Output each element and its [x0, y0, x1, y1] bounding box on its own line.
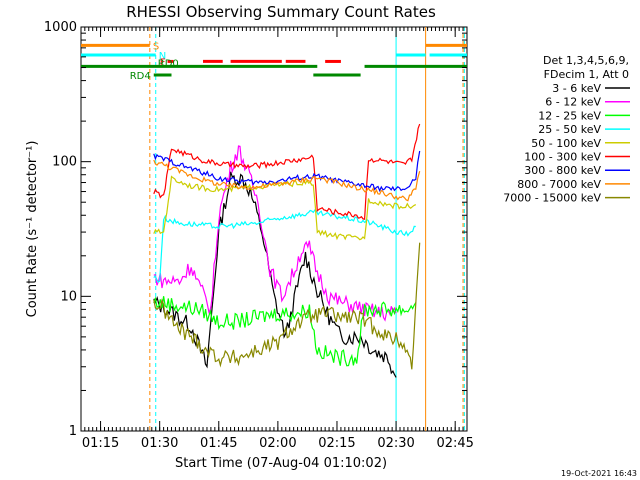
flag-bar-label-n: N — [159, 51, 166, 62]
y-tick-label-1: 10 — [60, 289, 77, 304]
x-tick-label-2: 01:45 — [200, 436, 237, 451]
timestamp: 19-Oct-2021 16:43 — [561, 469, 637, 478]
series-line-8 — [153, 242, 421, 370]
x-tick-label-0: 01:15 — [82, 436, 119, 451]
x-tick-label-3: 02:00 — [259, 436, 296, 451]
series-line-3 — [153, 209, 416, 283]
series-line-1 — [153, 145, 397, 322]
x-tick-label-1: 01:30 — [141, 436, 178, 451]
series-line-5 — [153, 123, 421, 220]
legend-entry-label-4: 50 - 100 keV — [531, 137, 601, 150]
y-tick-label-2: 100 — [52, 155, 77, 170]
flag-bar-label-rd0: RD0 — [158, 58, 179, 69]
flag-bar-label-f: F — [160, 57, 166, 68]
vertical-event-lines — [149, 27, 465, 431]
y-tick-label-0: 1 — [69, 424, 77, 439]
y-tick-label-3: 1000 — [44, 20, 77, 35]
x-axis-label: Start Time (07-Aug-04 01:10:02) — [175, 456, 387, 471]
x-axis: 01:15 01:30 01:45 02:00 02:15 02:30 02:45 — [82, 27, 474, 451]
legend-entry-label-6: 300 - 800 keV — [524, 164, 601, 177]
legend-entry-label-1: 6 - 12 keV — [545, 96, 601, 109]
legend-header-line-1: FDecim 1, Att 0 — [544, 68, 629, 81]
x-tick-label-5: 02:30 — [377, 436, 414, 451]
flag-bar-label-s: S — [153, 41, 159, 52]
legend-entry-label-2: 12 - 25 keV — [538, 109, 601, 122]
series-line-4 — [153, 175, 417, 241]
series-line-0 — [153, 171, 397, 378]
chart-title: RHESSI Observing Summary Count Rates — [126, 3, 436, 21]
legend-entry-label-7: 800 - 7000 keV — [517, 178, 601, 191]
legend-entry-label-5: 100 - 300 keV — [524, 151, 601, 164]
legend-entry-label-8: 7000 - 15000 keV — [503, 192, 601, 205]
series-line-6 — [153, 150, 421, 193]
data-series — [153, 123, 421, 378]
series-line-7 — [153, 159, 421, 202]
y-axis: 1 10 100 1000 — [44, 20, 467, 439]
x-tick-label-4: 02:15 — [318, 436, 355, 451]
legend: Det 1,3,4,5,6,9,FDecim 1, Att 03 - 6 keV… — [503, 54, 630, 205]
flag-bar-label-rd4: RD4 — [130, 71, 151, 82]
plot-frame — [80, 26, 468, 432]
legend-entry-label-3: 25 - 50 keV — [538, 123, 601, 136]
legend-header-line-0: Det 1,3,4,5,6,9, — [543, 54, 629, 67]
y-axis-label: Count Rate (s⁻¹ detector⁻¹) — [25, 141, 40, 318]
legend-entry-label-0: 3 - 6 keV — [552, 82, 601, 95]
x-tick-label-6: 02:45 — [436, 436, 473, 451]
series-line-2 — [153, 296, 417, 367]
